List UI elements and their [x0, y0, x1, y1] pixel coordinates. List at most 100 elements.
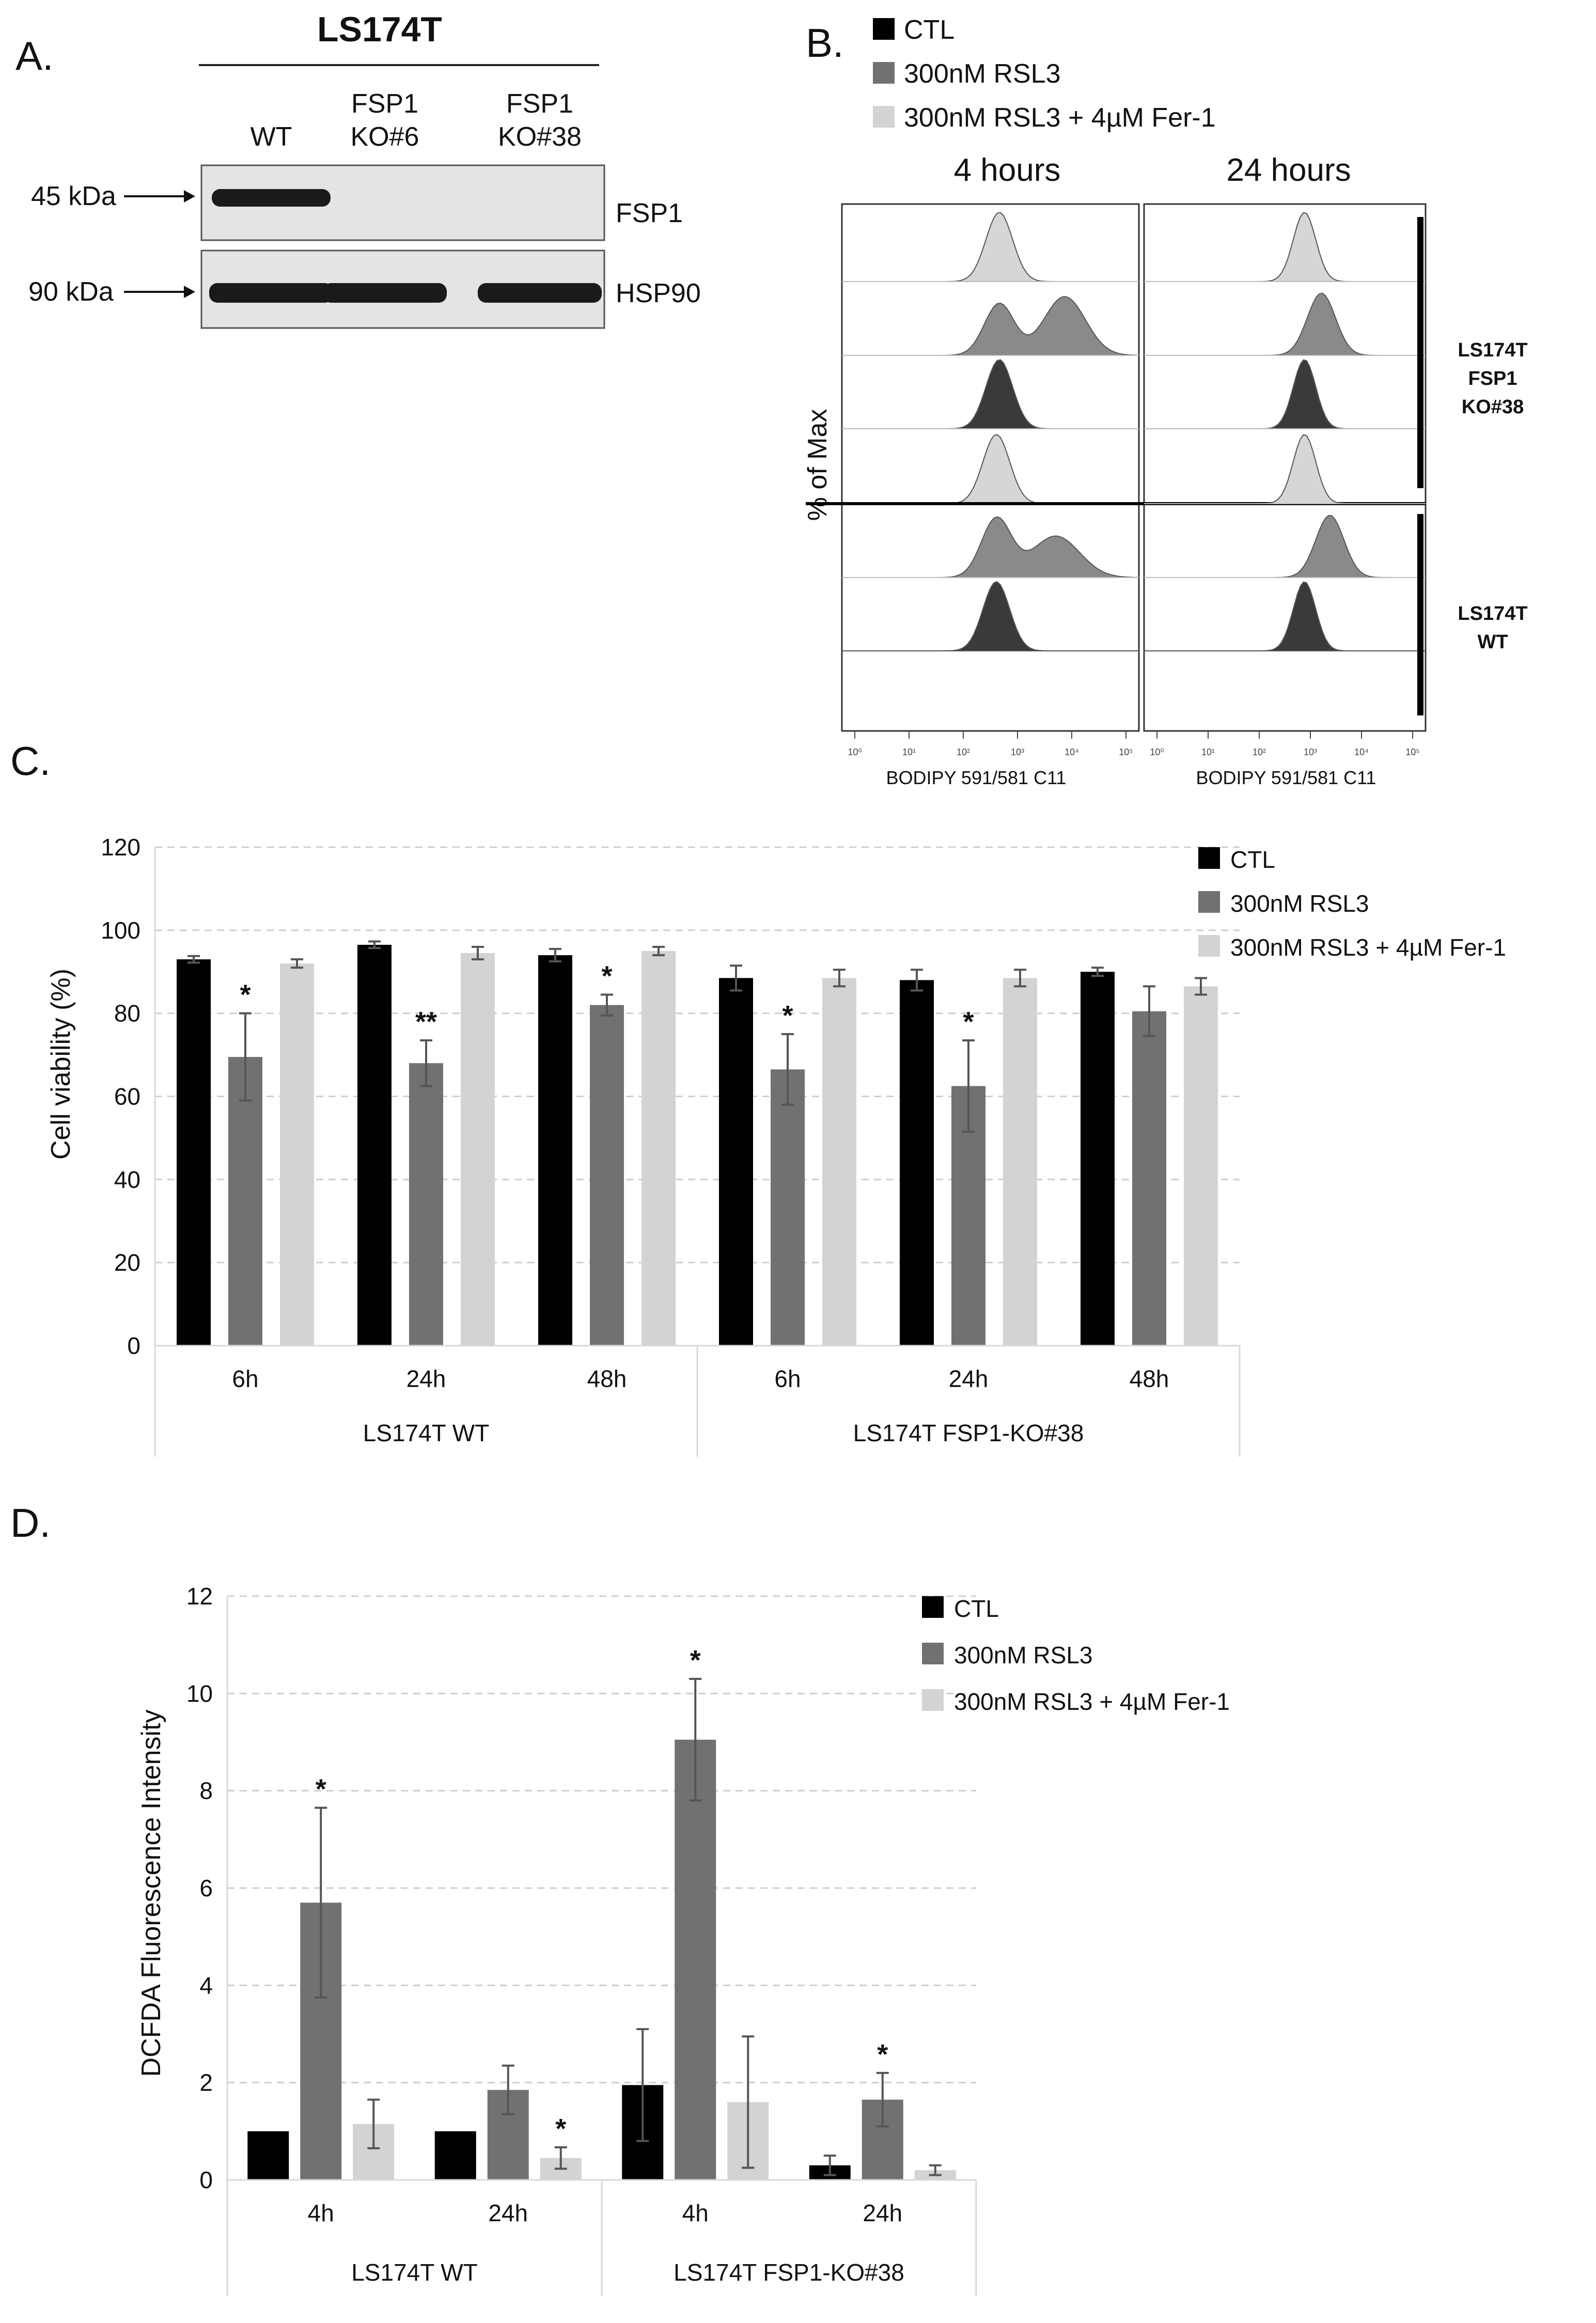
band-fsp1-lane-1 — [212, 189, 331, 207]
viability-legend-label-2: 300nM RSL3 + 4µM Fer-1 — [1230, 934, 1506, 961]
dcfda-significance-1: * — [555, 2113, 566, 2144]
viability-ytick-2: 40 — [114, 1166, 140, 1193]
group-label-ko38-line3: KO#38 — [1462, 396, 1524, 418]
viability-significance-3: * — [782, 1000, 793, 1031]
panel-d-label: D. — [10, 1500, 51, 1546]
panel-c-label: C. — [10, 738, 51, 784]
flow-histograms-4h — [806, 212, 1426, 651]
flow-tick-label-4h-1: 10¹ — [902, 747, 916, 757]
viability-significance-0: * — [240, 979, 251, 1010]
flow-axis-ticks: 10⁰ 10¹ 10² 10³ 10⁴ 10⁵ 10⁰ 10¹ 10² 10³ 10⁴ 10⁵ — [848, 731, 1420, 757]
viability-ytick-0: 0 — [127, 1332, 140, 1359]
viability-bar-s1-c1 — [409, 1063, 443, 1346]
flow-legend-label-ctl: CTL — [904, 15, 955, 45]
viability-bar-s1-c3 — [771, 1069, 805, 1346]
dcfda-group-label-1: LS174T FSP1-KO#38 — [674, 2259, 904, 2286]
group-label-ko38-line1: LS174T — [1458, 339, 1527, 361]
dcfda-ytick-1: 2 — [199, 2069, 213, 2096]
flow-tick-label-24h-0: 10⁰ — [1150, 747, 1164, 757]
dcfda-bar-s0-c1 — [434, 2131, 476, 2180]
dcfda-ytick-5: 10 — [186, 1680, 213, 1707]
lane-label-ko6-line2: KO#6 — [351, 122, 419, 152]
viability-legend-label-1: 300nM RSL3 — [1230, 890, 1369, 917]
flow-hist-4h-row4-fer1 — [842, 434, 1139, 504]
flow-tick-label-4h-2: 10² — [957, 747, 970, 757]
viability-bar-s2-c3 — [822, 978, 856, 1346]
group-label-wt-line2: WT — [1477, 631, 1508, 653]
dcfda-ylabel: DCFDA Fluorescence Intensity — [136, 1710, 166, 2077]
viability-bar-s0-c5 — [1081, 972, 1115, 1346]
dcfda-legend-label-0: CTL — [954, 1595, 999, 1622]
dcfda-xtick-1: 24h — [488, 2200, 528, 2226]
panel-c: C. Cell viability (%) 020406080100120***… — [10, 738, 1506, 1457]
viability-bar-s2-c4 — [1003, 978, 1037, 1346]
lane-label-ko6-line1: FSP1 — [351, 89, 418, 119]
flow-hist-4h-row5-rsl3 — [842, 516, 1139, 578]
flow-frame-24h — [1143, 203, 1427, 732]
flow-tick-label-4h-3: 10³ — [1011, 747, 1024, 757]
dcfda-legend-swatch-2 — [922, 1689, 944, 1711]
viability-legend-swatch-2 — [1198, 935, 1220, 957]
flow-legend-swatch-ctl — [873, 18, 895, 40]
viability-bar-s2-c2 — [641, 951, 676, 1346]
flow-tick-label-24h-2: 10² — [1253, 747, 1266, 757]
dcfda-group-label-0: LS174T WT — [351, 2259, 478, 2286]
dcfda-significance-3: * — [877, 2039, 888, 2070]
viability-bar-s0-c0 — [177, 959, 211, 1346]
flow-frame-4h — [841, 203, 1140, 732]
viability-xtick-5: 48h — [1130, 1365, 1169, 1392]
dcfda-legend-swatch-1 — [922, 1643, 944, 1664]
viability-bar-s0-c4 — [900, 980, 934, 1346]
viability-legend-swatch-1 — [1198, 891, 1220, 913]
flow-tick-label-4h-0: 10⁰ — [848, 747, 862, 757]
viability-xtick-1: 24h — [406, 1365, 446, 1392]
protein-label-hsp90: HSP90 — [616, 278, 701, 308]
panel-a-label: A. — [15, 33, 54, 79]
viability-significance-2: * — [601, 960, 612, 991]
viability-ylabel: Cell viability (%) — [46, 969, 76, 1160]
blot-hsp90-bands — [209, 283, 602, 303]
dcfda-ytick-3: 6 — [199, 1875, 213, 1901]
flow-hist-4h-row2-rsl3 — [842, 296, 1139, 356]
marker-45kda-arrowhead — [184, 190, 195, 202]
viability-bar-s2-c0 — [280, 963, 314, 1346]
flow-hist-24h-row1-fer1 — [1144, 212, 1426, 282]
viability-xtick-3: 6h — [774, 1365, 801, 1392]
viability-group-label-0: LS174T WT — [363, 1420, 490, 1446]
panel-a: A. LS174T WT FSP1 KO#6 FSP1 KO#38 45 kDa… — [15, 10, 701, 329]
dcfda-ytick-6: 12 — [186, 1583, 213, 1610]
flow-xlabel-24h: BODIPY 591/581 C11 — [1196, 767, 1376, 788]
viability-ytick-1: 20 — [114, 1249, 140, 1276]
blot-fsp1-bands — [212, 189, 331, 207]
lane-label-ko38-line2: KO#38 — [498, 122, 582, 152]
viability-ytick-4: 80 — [114, 1000, 140, 1027]
marker-45kda: 45 kDa — [31, 181, 116, 211]
panel-b-label: B. — [806, 20, 844, 66]
timepoint-24h-header: 24 hours — [1226, 152, 1351, 188]
panel-d: D. DCFDA Fluorescence Intensity 0 2 4 6 8 10 1… — [10, 1500, 1230, 2296]
dcfda-xtick-0: 4h — [308, 2200, 334, 2226]
lane-label-wt: WT — [251, 122, 292, 152]
flow-tick-label-24h-1: 10¹ — [1201, 747, 1215, 757]
viability-legend-label-0: CTL — [1230, 846, 1275, 873]
band-hsp90-lane-2 — [323, 283, 447, 303]
group-label-ko38-line2: FSP1 — [1468, 368, 1517, 389]
dcfda-ytick-0: 0 — [199, 2166, 213, 2193]
flow-xlabel-4h: BODIPY 591/581 C11 — [886, 767, 1067, 788]
blot-title: LS174T — [317, 10, 442, 49]
marker-90kda-arrowhead — [184, 286, 195, 298]
flow-legend-swatch-fer1 — [873, 106, 895, 128]
viability-bar-s1-c5 — [1132, 1011, 1166, 1346]
flow-hist-24h-row3-ctl — [1144, 359, 1426, 429]
viability-significance-1: ** — [415, 1006, 437, 1037]
dcfda-legend-swatch-0 — [922, 1596, 944, 1618]
flow-tick-label-4h-5: 10⁵ — [1119, 747, 1133, 757]
viability-bar-s1-c2 — [590, 1005, 624, 1346]
marker-90kda: 90 kDa — [28, 277, 114, 307]
flow-hist-4h-row3-ctl — [842, 359, 1139, 429]
dcfda-bar-s1-c2 — [675, 1739, 716, 2180]
viability-xtick-2: 48h — [587, 1365, 627, 1392]
flow-hist-24h-row4-fer1 — [1144, 434, 1426, 504]
panel-b: B. CTL 300nM RSL3 300nM RSL3 + 4µM Fer-1… — [803, 15, 1528, 788]
